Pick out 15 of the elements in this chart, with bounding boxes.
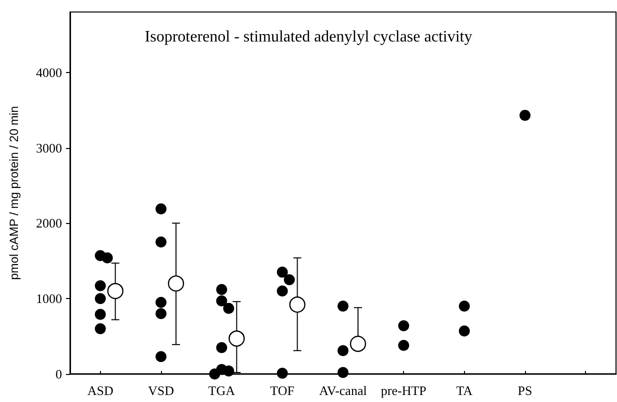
y-tick-label: 0	[56, 366, 62, 382]
x-tick-label: PS	[518, 383, 532, 398]
y-tick-label: 1000	[36, 291, 62, 306]
y-tick-label: 3000	[36, 140, 62, 156]
x-tick-label: TA	[456, 383, 474, 398]
x-tick-label: VSD	[148, 383, 174, 398]
x-tick-label: AV-canal	[319, 383, 368, 398]
x-tick-label: TGA	[208, 383, 236, 398]
y-axis-title: pmol cAMP / mg protein / 20 min	[7, 106, 21, 280]
x-tick-label: ASD	[87, 383, 114, 398]
y-tick-label: 2000	[36, 216, 62, 231]
x-tick-label: pre-HTP	[380, 383, 426, 398]
y-tick-label: 4000	[36, 64, 62, 80]
text: Isoproterenol - stimulated adenylyl cyclase activity	[144, 28, 472, 46]
x-tick-label: TOF	[270, 383, 294, 398]
